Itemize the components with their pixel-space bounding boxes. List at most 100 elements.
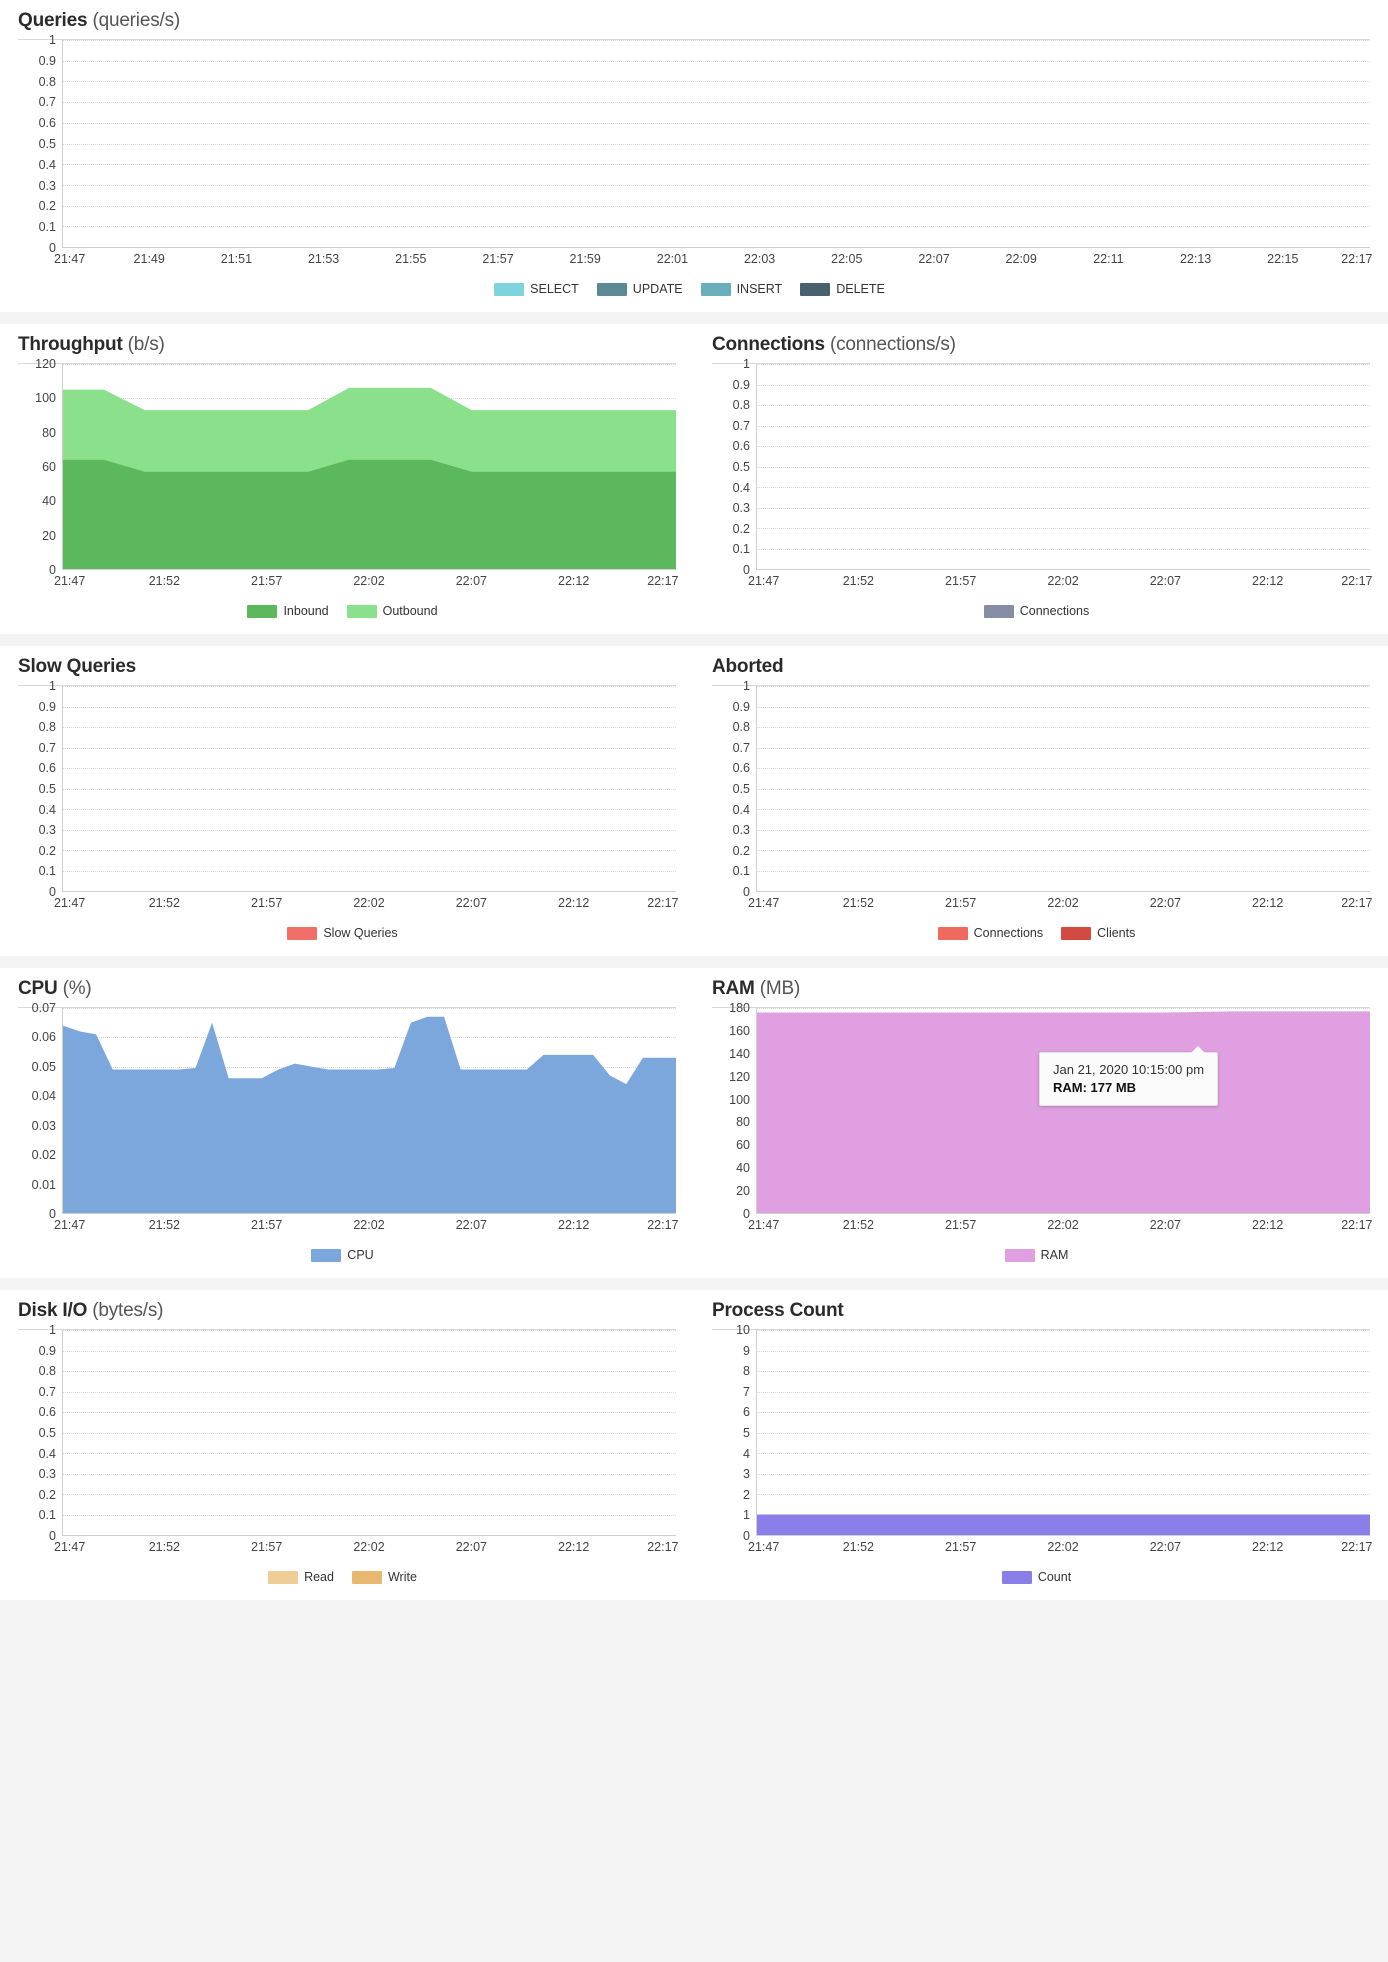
legend-item[interactable]: UPDATE bbox=[596, 282, 683, 296]
gridline bbox=[757, 1350, 1370, 1352]
panel-title-throughput: Throughput (b/s) bbox=[18, 324, 676, 363]
plot-area-queries[interactable] bbox=[62, 40, 1370, 248]
y-tick-label: 9 bbox=[743, 1343, 750, 1358]
panel-queries: Queries (queries/s) 0 0.1 0.2 0.3 0.4 0.5 0.6 0… bbox=[0, 0, 1388, 312]
chart-cpu[interactable]: 0 0.01 0.02 0.03 0.04 0.05 0.06 0.07 21:47 21:52… bbox=[18, 1001, 679, 1238]
legend-item[interactable]: Slow Queries bbox=[287, 926, 398, 940]
plot-area-ram[interactable]: Jan 21, 2020 10:15:00 pm RAM: 177 MB bbox=[756, 1008, 1370, 1214]
gridline bbox=[63, 1514, 676, 1516]
gridline bbox=[63, 1473, 676, 1475]
y-tick-label: 60 bbox=[42, 460, 56, 474]
legend-swatch-slow-queries bbox=[287, 926, 318, 940]
x-tick-label: 22:07 bbox=[1149, 1540, 1181, 1554]
x-tick-label: 21:52 bbox=[842, 896, 874, 910]
gridline bbox=[63, 706, 676, 708]
gridline bbox=[63, 184, 1370, 186]
gridline bbox=[63, 226, 1370, 228]
plot-area-slow-queries[interactable] bbox=[62, 686, 676, 892]
chart-connections[interactable]: 0 0.1 0.2 0.3 0.4 0.5 0.6 0.7 0.8 0.9 1 21:47 21:52… bbox=[712, 357, 1373, 594]
gridline bbox=[63, 829, 676, 831]
y-tick-label: 60 bbox=[736, 1138, 750, 1153]
x-tick-label: 22:02 bbox=[1047, 1540, 1079, 1554]
chart-slow-queries[interactable]: 0 0.1 0.2 0.3 0.4 0.5 0.6 0.7 0.8 0.9 1 21:47 21:52… bbox=[18, 679, 679, 916]
y-axis-ram: 0 20 40 60 80 100 120 140 160 180 bbox=[712, 1001, 756, 1221]
y-tick-label: 80 bbox=[736, 1115, 750, 1130]
chart-process-count[interactable]: 0 1 2 3 4 5 6 7 8 9 10 21:47 21:52 21:57 22:02 22:07 22… bbox=[712, 1323, 1372, 1560]
series-area-outbound bbox=[63, 387, 676, 472]
legend-item[interactable]: DELETE bbox=[800, 282, 885, 296]
legend-label: SELECT bbox=[530, 282, 579, 296]
legend-item[interactable]: RAM bbox=[1004, 1248, 1068, 1262]
plot-area-throughput[interactable] bbox=[62, 364, 676, 570]
y-tick-label: 0.4 bbox=[732, 802, 750, 817]
chart-ram[interactable]: 0 20 40 60 80 100 120 140 160 180 Jan 21, 2020 10… bbox=[712, 1001, 1372, 1238]
title-divider bbox=[712, 1329, 1370, 1330]
y-tick-label: 160 bbox=[729, 1023, 750, 1038]
y-tick-label: 0.9 bbox=[732, 699, 750, 714]
x-tick-label: 22:17 bbox=[647, 896, 679, 910]
legend-item[interactable]: Connections bbox=[983, 604, 1089, 618]
legend-item[interactable]: Read bbox=[268, 1570, 334, 1584]
y-tick-label: 0 bbox=[743, 885, 750, 899]
chart-throughput[interactable]: 0 20 40 60 80 100 120 21:47 21:52 21:57 22:02 22:0… bbox=[18, 357, 678, 594]
panel-connections: Connections (connections/s) 0 0.1 0.2 0.3 0.… bbox=[694, 324, 1388, 634]
row-spacer bbox=[0, 634, 1388, 646]
x-tick-label: 22:02 bbox=[353, 896, 385, 910]
gridline bbox=[63, 1494, 676, 1495]
dashboard-row-3: Slow Queries 0 0.1 0.2 0.3 0.4 0.5 0.6 0.7 0.8 0.… bbox=[0, 646, 1388, 956]
plot-area-connections[interactable] bbox=[756, 364, 1370, 570]
chart-aborted[interactable]: 0 0.1 0.2 0.3 0.4 0.5 0.6 0.7 0.8 0.9 1 21:47 21:52… bbox=[712, 679, 1373, 916]
x-tick-label: 22:12 bbox=[1252, 574, 1284, 588]
plot-area-aborted[interactable] bbox=[756, 686, 1370, 892]
y-tick-label: 0 bbox=[49, 885, 56, 899]
legend-item[interactable]: INSERT bbox=[700, 282, 782, 296]
y-tick-label: 180 bbox=[729, 1001, 750, 1015]
panel-title-text: Connections bbox=[712, 334, 825, 355]
y-tick-label: 7 bbox=[743, 1384, 750, 1399]
x-tick-label: 21:47 bbox=[54, 896, 86, 910]
gridline bbox=[63, 164, 1370, 166]
y-tick-label: 0.8 bbox=[38, 1364, 56, 1379]
gridline bbox=[757, 1432, 1370, 1434]
panel-title-unit: (b/s) bbox=[127, 334, 165, 355]
gridline bbox=[63, 809, 676, 810]
legend-swatch-count bbox=[1001, 1570, 1032, 1584]
x-tick-label: 22:02 bbox=[1047, 1218, 1079, 1232]
y-tick-label: 0.3 bbox=[38, 1467, 56, 1482]
legend-connections: Connections bbox=[712, 594, 1370, 630]
y-tick-label: 10 bbox=[736, 1323, 750, 1337]
legend-label: Clients bbox=[1097, 926, 1136, 940]
legend-swatch-update bbox=[596, 282, 627, 296]
y-tick-label: 0.6 bbox=[732, 761, 750, 776]
legend-item[interactable]: Outbound bbox=[346, 604, 438, 618]
series-layer bbox=[757, 364, 1370, 569]
x-tick-label: 21:52 bbox=[148, 574, 180, 588]
chart-disk-io[interactable]: 0 0.1 0.2 0.3 0.4 0.5 0.6 0.7 0.8 0.9 1 21:47 21:52… bbox=[18, 1323, 679, 1560]
gridline bbox=[757, 727, 1370, 728]
legend-item[interactable]: Write bbox=[351, 1570, 417, 1584]
legend-item[interactable]: Count bbox=[1001, 1570, 1071, 1584]
x-tick-label: 21:59 bbox=[569, 252, 601, 266]
y-tick-label: 0.02 bbox=[31, 1148, 56, 1163]
plot-area-disk-io[interactable] bbox=[62, 1330, 676, 1536]
legend-label: Outbound bbox=[382, 604, 438, 618]
legend-aborted: Connections Clients bbox=[712, 916, 1370, 952]
legend-item[interactable]: Inbound bbox=[247, 604, 329, 618]
chart-queries[interactable]: 0 0.1 0.2 0.3 0.4 0.5 0.6 0.7 0.8 0.9 1 21:47 21:49… bbox=[18, 33, 1373, 272]
legend-item[interactable]: Clients bbox=[1061, 926, 1135, 940]
y-axis-slow-queries: 0 0.1 0.2 0.3 0.4 0.5 0.6 0.7 0.8 0.9 1 bbox=[18, 679, 62, 899]
y-tick-label: 8 bbox=[743, 1364, 750, 1379]
y-tick-label: 0.6 bbox=[38, 116, 56, 131]
gridline bbox=[63, 850, 676, 851]
x-tick-label: 22:12 bbox=[558, 574, 590, 588]
panel-process-count: Process Count 0 1 2 3 4 5 6 7 8 9 10 21:47 21:52 21:… bbox=[694, 1290, 1388, 1600]
gridline bbox=[63, 1037, 676, 1039]
x-axis-disk-io: 21:47 21:52 21:57 22:02 22:07 22:12 22:17 bbox=[54, 1536, 679, 1560]
y-axis-disk-io: 0 0.1 0.2 0.3 0.4 0.5 0.6 0.7 0.8 0.9 1 bbox=[18, 1323, 62, 1543]
legend-item[interactable]: CPU bbox=[311, 1248, 374, 1262]
y-tick-label: 0.5 bbox=[38, 1426, 56, 1440]
legend-item[interactable]: SELECT bbox=[494, 282, 579, 296]
plot-area-cpu[interactable] bbox=[62, 1008, 676, 1214]
legend-item[interactable]: Connections bbox=[937, 926, 1043, 940]
plot-area-process-count[interactable] bbox=[756, 1330, 1370, 1536]
